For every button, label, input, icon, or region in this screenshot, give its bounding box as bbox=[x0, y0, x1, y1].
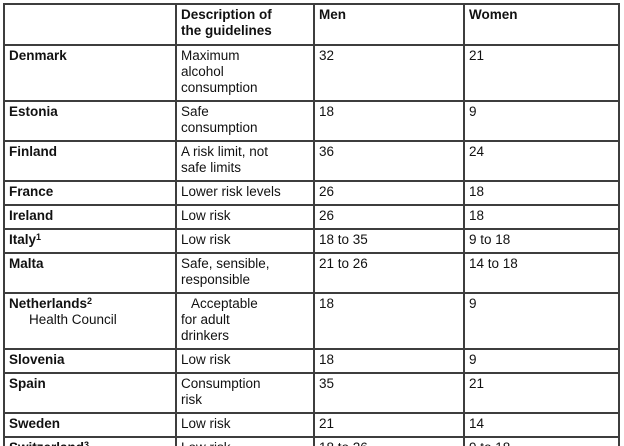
table-body: Denmark Maximum alcohol consumption 32 21 Es… bbox=[3, 44, 620, 446]
country-cell: Ireland bbox=[3, 204, 177, 230]
women-value-cell: 18 bbox=[463, 180, 620, 206]
description-cell: Acceptable for adult drinkers bbox=[175, 292, 315, 350]
header-men: Men bbox=[313, 3, 465, 46]
table-row: Finland A risk limit, not safe limits 36 24 bbox=[3, 140, 620, 182]
table-row: Netherlands2 Health Council Acceptable for… bbox=[3, 292, 620, 350]
women-value-cell: 14 bbox=[463, 412, 620, 438]
country-cell: Malta bbox=[3, 252, 177, 294]
men-value-cell: 18 bbox=[313, 348, 465, 374]
country-name: Italy bbox=[9, 232, 37, 247]
country-name: Spain bbox=[9, 376, 46, 391]
table-row: Estonia Safe consumption 18 9 bbox=[3, 100, 620, 142]
table-row: Slovenia Low risk 18 9 bbox=[3, 348, 620, 374]
country-cell: France bbox=[3, 180, 177, 206]
country-cell: Switzerland3 bbox=[3, 436, 177, 446]
description-cell: Low risk bbox=[175, 228, 315, 254]
women-value-cell: 18 bbox=[463, 204, 620, 230]
description-cell: Safe consumption bbox=[175, 100, 315, 142]
men-value-cell: 18 bbox=[313, 292, 465, 350]
table-row: Sweden Low risk 21 14 bbox=[3, 412, 620, 438]
women-value-cell: 9 bbox=[463, 100, 620, 142]
men-value-cell: 26 bbox=[313, 180, 465, 206]
description-cell: Low risk bbox=[175, 412, 315, 438]
country-subline: Health Council bbox=[29, 312, 117, 327]
table-row: Denmark Maximum alcohol consumption 32 21 bbox=[3, 44, 620, 102]
country-name: Slovenia bbox=[9, 352, 65, 367]
footnote-marker: 1 bbox=[36, 232, 42, 242]
country-cell: Estonia bbox=[3, 100, 177, 142]
country-cell: Finland bbox=[3, 140, 177, 182]
alcohol-guidelines-table: Description of the guidelines Men Women … bbox=[3, 3, 620, 446]
country-name: Estonia bbox=[9, 104, 58, 119]
description-cell: A risk limit, not safe limits bbox=[175, 140, 315, 182]
table-row: Ireland Low risk 26 18 bbox=[3, 204, 620, 230]
footnote-marker: 2 bbox=[87, 296, 93, 306]
country-cell: Spain bbox=[3, 372, 177, 414]
men-value-cell: 21 to 26 bbox=[313, 252, 465, 294]
table-row: Italy1 Low risk 18 to 35 9 to 18 bbox=[3, 228, 620, 254]
country-cell: Italy1 bbox=[3, 228, 177, 254]
men-value-cell: 18 to 26 bbox=[313, 436, 465, 446]
men-value-cell: 36 bbox=[313, 140, 465, 182]
women-value-cell: 21 bbox=[463, 44, 620, 102]
table-row: France Lower risk levels 26 18 bbox=[3, 180, 620, 206]
men-value-cell: 26 bbox=[313, 204, 465, 230]
country-cell: Denmark bbox=[3, 44, 177, 102]
country-name: Netherlands bbox=[9, 296, 88, 311]
women-value-cell: 9 bbox=[463, 348, 620, 374]
table-row: Spain Consumption risk 35 21 bbox=[3, 372, 620, 414]
description-cell: Safe, sensible, responsible bbox=[175, 252, 315, 294]
country-name: Sweden bbox=[9, 416, 61, 431]
header-country bbox=[3, 3, 177, 46]
women-value-cell: 21 bbox=[463, 372, 620, 414]
country-cell: Slovenia bbox=[3, 348, 177, 374]
women-value-cell: 24 bbox=[463, 140, 620, 182]
women-value-cell: 9 to 18 bbox=[463, 436, 620, 446]
country-name: Finland bbox=[9, 144, 57, 159]
header-description: Description of the guidelines bbox=[175, 3, 315, 46]
description-cell: Consumption risk bbox=[175, 372, 315, 414]
men-value-cell: 35 bbox=[313, 372, 465, 414]
description-cell: Low risk bbox=[175, 348, 315, 374]
country-name: Malta bbox=[9, 256, 44, 271]
table-header-row: Description of the guidelines Men Women bbox=[3, 3, 620, 46]
footnote-marker: 3 bbox=[84, 440, 90, 446]
description-cell: Maximum alcohol consumption bbox=[175, 44, 315, 102]
description-cell: Low risk bbox=[175, 436, 315, 446]
men-value-cell: 21 bbox=[313, 412, 465, 438]
women-value-cell: 9 to 18 bbox=[463, 228, 620, 254]
country-name: Switzerland bbox=[9, 440, 84, 446]
women-value-cell: 14 to 18 bbox=[463, 252, 620, 294]
header-women: Women bbox=[463, 3, 620, 46]
country-name: Ireland bbox=[9, 208, 54, 223]
country-cell: Sweden bbox=[3, 412, 177, 438]
country-cell: Netherlands2 Health Council bbox=[3, 292, 177, 350]
table-row: Malta Safe, sensible, responsible 21 to 26… bbox=[3, 252, 620, 294]
description-cell: Low risk bbox=[175, 204, 315, 230]
description-cell: Lower risk levels bbox=[175, 180, 315, 206]
men-value-cell: 32 bbox=[313, 44, 465, 102]
women-value-cell: 9 bbox=[463, 292, 620, 350]
men-value-cell: 18 bbox=[313, 100, 465, 142]
country-name: France bbox=[9, 184, 54, 199]
men-value-cell: 18 to 35 bbox=[313, 228, 465, 254]
country-name: Denmark bbox=[9, 48, 67, 63]
